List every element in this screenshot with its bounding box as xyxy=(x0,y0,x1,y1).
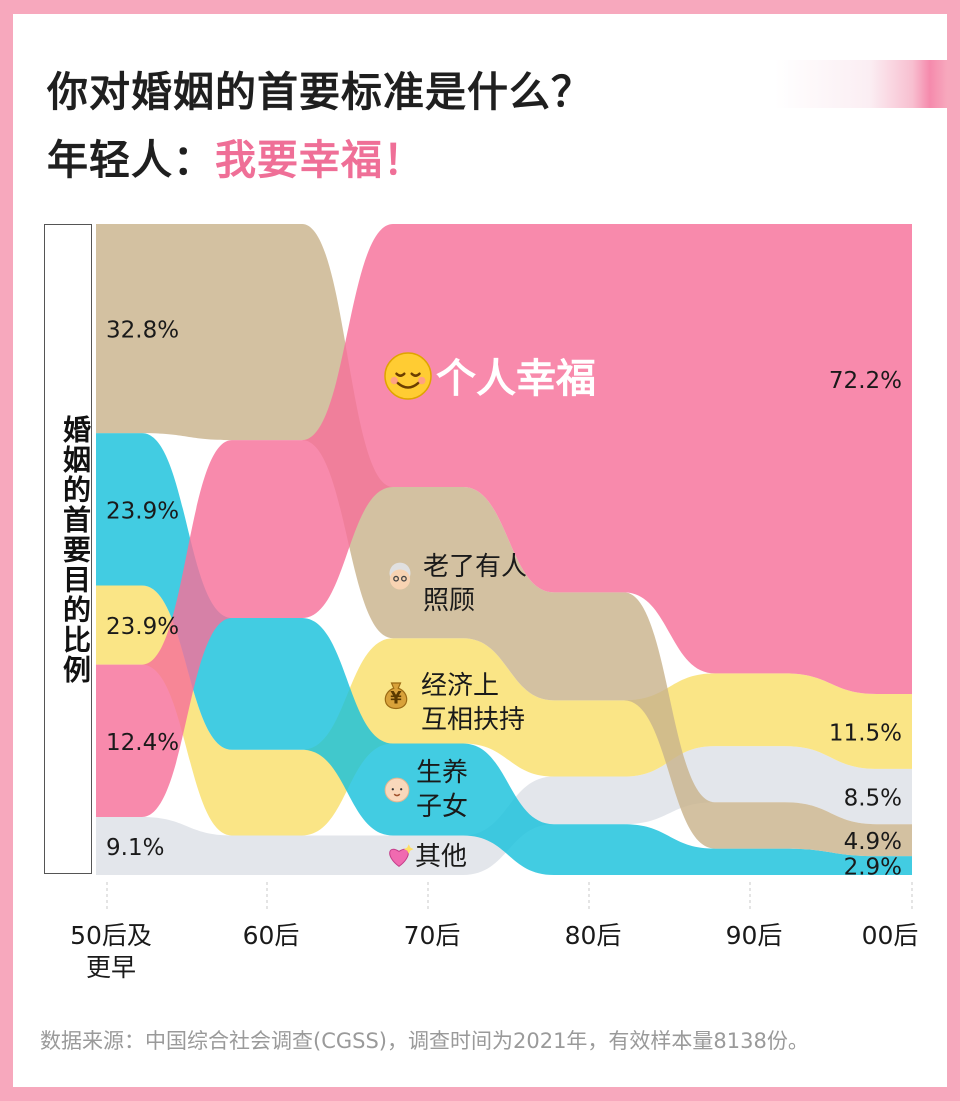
y-axis-label: 婚姻的首要目的比例 xyxy=(59,415,92,685)
value-label-first: 23.9% xyxy=(106,498,179,524)
money-bag-icon: ¥ xyxy=(384,682,408,710)
chart-title: 你对婚姻的首要标准是什么？ xyxy=(47,68,593,116)
series-label: 照顾 xyxy=(423,586,475,616)
decorative-gradient-bar xyxy=(775,60,947,108)
value-label-first: 32.8% xyxy=(106,318,179,344)
series-label: 互相扶持 xyxy=(421,705,525,735)
value-label-last: 4.9% xyxy=(844,829,902,855)
series-label: 生养 xyxy=(416,758,468,788)
y-axis-label-box: 婚姻的首要目的比例 xyxy=(44,224,92,874)
flow-band-4 xyxy=(96,585,912,836)
flow-band-5 xyxy=(96,746,912,875)
flow-band-2 xyxy=(96,224,912,857)
x-axis-label: 70后 xyxy=(404,921,461,950)
flow-band-1 xyxy=(96,224,912,817)
x-axis-label: 50后及 xyxy=(70,921,152,950)
value-label-first: 12.4% xyxy=(106,730,179,756)
subtitle-highlight: 我要幸福！ xyxy=(215,136,425,184)
value-label-last: 11.5% xyxy=(829,720,902,746)
value-label-first: 9.1% xyxy=(106,835,164,861)
elderly-woman-icon xyxy=(389,562,411,590)
series-label: 老了有人 xyxy=(423,552,527,582)
series-label: 其他 xyxy=(415,842,467,872)
series-label: 个人幸福 xyxy=(436,356,596,402)
x-axis-label: 80后 xyxy=(565,921,622,950)
data-source-note: 数据来源：中国综合社会调查(CGSS)，调查时间为2021年，有效样本量8138… xyxy=(40,1029,809,1053)
series-label: 子女 xyxy=(416,792,468,822)
value-label-first: 23.9% xyxy=(106,614,179,640)
value-label-last: 8.5% xyxy=(844,786,902,812)
value-label-last: 2.9% xyxy=(844,855,902,881)
chart-subtitle: 年轻人：我要幸福！ xyxy=(47,126,425,186)
flow-band-3 xyxy=(96,433,912,875)
svg-text:¥: ¥ xyxy=(390,688,402,707)
x-axis-label: 00后 xyxy=(862,921,919,950)
x-axis-label: 更早 xyxy=(86,953,136,982)
series-label: 经济上 xyxy=(421,671,499,701)
smiling-face-icon xyxy=(384,352,432,400)
x-axis-label: 60后 xyxy=(243,921,300,950)
sparkling-heart-icon xyxy=(389,844,414,868)
x-axis-label: 90后 xyxy=(726,921,783,950)
subtitle-prefix: 年轻人： xyxy=(47,136,215,184)
value-label-last: 72.2% xyxy=(829,368,902,394)
baby-icon xyxy=(384,777,410,803)
